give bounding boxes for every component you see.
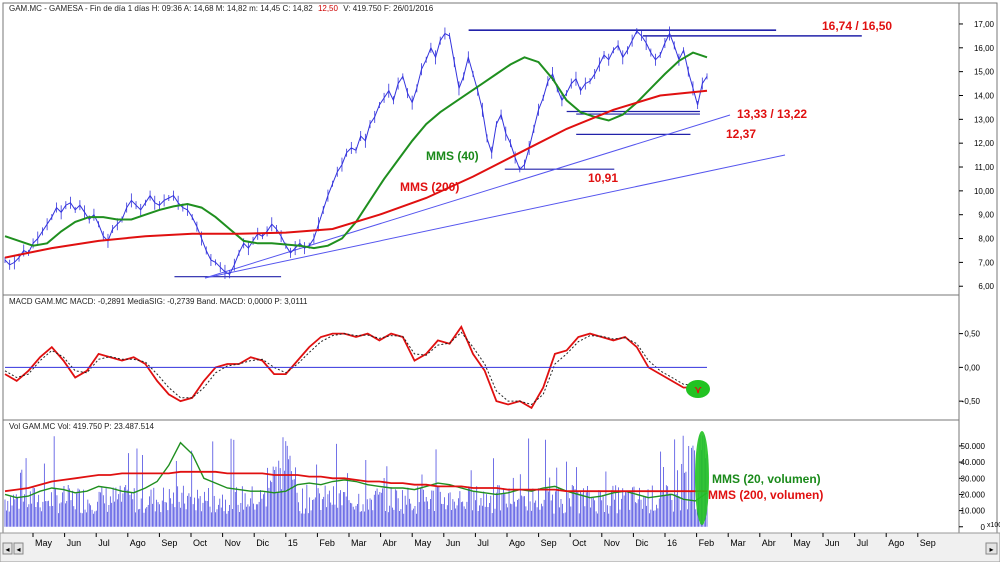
x-tick-label: Dic	[256, 538, 269, 548]
scroll-first-button[interactable]	[2, 542, 13, 555]
volume-tick-label: 40.000	[961, 458, 986, 467]
x-tick-label: Jun	[67, 538, 82, 548]
price-header-main: GAM.MC - GAMESA - Fin de día 1 días H: 0…	[9, 4, 313, 13]
price-header: GAM.MC - GAMESA - Fin de día 1 días H: 0…	[9, 4, 434, 13]
x-tick-label: 15	[288, 538, 298, 548]
volume-tick-label: 50.000	[961, 442, 986, 451]
price-tick-label: 15,00	[974, 68, 995, 77]
x-tick-label: Abr	[383, 538, 397, 548]
macd-highlight-arrow-icon: ⋎	[693, 385, 702, 396]
x-tick-label: Dic	[635, 538, 648, 548]
x-tick-label: Abr	[762, 538, 776, 548]
scroll-back-button[interactable]	[13, 542, 24, 555]
annotation-mms40: MMS (40)	[426, 149, 479, 163]
time-scroll-controls: ◂ ◂ ▸	[2, 542, 998, 555]
price-tick-label: 6,00	[978, 282, 994, 291]
price-series	[4, 26, 708, 279]
price-panel	[2, 2, 960, 296]
x-tick-label: Oct	[572, 538, 587, 548]
annotation-mms200: MMS (200)	[400, 180, 459, 194]
y-axis-strip	[958, 2, 998, 534]
volume-tick-label: 30.000	[961, 474, 986, 483]
price-tick-label: 10,00	[974, 187, 995, 196]
annotation-vol20: MMS (20, volumen)	[712, 472, 821, 486]
macd-line-1	[4, 331, 707, 406]
price-tick-label: 7,00	[978, 258, 994, 267]
annotation-support-3: 10,91	[588, 171, 618, 185]
x-tick-label: Ago	[888, 538, 904, 548]
volume-y-ticks: 50.000 40.000 30.000 20.000 10.000 0	[959, 442, 986, 532]
x-tick-label: Jun	[825, 538, 840, 548]
x-tick-label: Mar	[351, 538, 367, 548]
annotation-resistance: 16,74 / 16,50	[822, 19, 892, 33]
price-tick-label: 9,00	[978, 211, 994, 220]
volume-highlight-marker	[695, 431, 709, 525]
x-tick-label: Nov	[225, 538, 242, 548]
price-tick-label: 8,00	[978, 235, 994, 244]
x-tick-label: Oct	[193, 538, 208, 548]
x-tick-label: Sep	[161, 538, 177, 548]
x-tick-label: Jul	[477, 538, 489, 548]
price-tick-label: 17,00	[974, 20, 995, 29]
macd-highlight-marker	[686, 380, 710, 398]
x-tick-label: May	[793, 538, 811, 548]
annotation-vol200: MMS (200, volumen)	[708, 488, 823, 502]
x-tick-label: Mar	[730, 538, 746, 548]
macd-series	[4, 325, 707, 410]
x-tick-label: Feb	[319, 538, 335, 548]
x-tick-label: Ago	[509, 538, 525, 548]
x-axis-ticks: May Jun Jul Ago Sep Oct Nov Dic 15 Feb Mar Abr May Ju…	[32, 533, 936, 548]
macd-panel	[2, 294, 960, 421]
volume-header: Vol GAM.MC Vol: 419.750 P: 23.487.514	[9, 422, 155, 431]
volume-ma200-line	[4, 470, 707, 493]
x-tick-label: Jul	[857, 538, 869, 548]
price-tick-label: 11,00	[975, 163, 995, 172]
volume-series	[4, 434, 708, 527]
x-tick-label: Sep	[541, 538, 557, 548]
scroll-end-icon: ▸	[989, 545, 993, 554]
macd-header: MACD GAM.MC MACD: -0,2891 MediaSIG: -0,2…	[9, 297, 308, 306]
price-y-ticks: 17,00 16,00 15,00 14,00 13,00 12,00 11,00 10,00…	[959, 20, 995, 291]
macd-tick-label: -0,50	[962, 397, 981, 406]
annotation-support-2: 12,37	[726, 127, 756, 141]
x-tick-label: Nov	[604, 538, 621, 548]
macd-tick-label: 0,00	[964, 363, 980, 372]
x-tick-label: May	[414, 538, 432, 548]
price-header-var: 12,50	[318, 4, 339, 13]
scroll-back-icon: ◂	[16, 545, 20, 554]
x-tick-label: May	[35, 538, 53, 548]
volume-scale-label: x100	[987, 522, 1000, 529]
price-tick-label: 13,00	[974, 115, 995, 124]
macd-tick-label: 0,50	[964, 330, 980, 339]
trendline-lower	[204, 154, 786, 279]
price-tick-label: 16,00	[974, 44, 995, 53]
series-line-2	[4, 89, 708, 259]
volume-tick-label: 20.000	[961, 490, 986, 499]
macd-line-0	[4, 325, 707, 410]
x-tick-label: Feb	[699, 538, 715, 548]
x-tick-label: Jun	[446, 538, 461, 548]
volume-tick-label: 10.000	[961, 507, 986, 516]
x-tick-label: Sep	[920, 538, 936, 548]
price-header-tail: V: 419.750 F: 26/01/2016	[343, 4, 434, 13]
x-tick-label: Jul	[98, 538, 110, 548]
price-tick-label: 12,00	[974, 139, 995, 148]
support-resistance-lines	[174, 29, 862, 278]
volume-tick-label: 0	[981, 523, 986, 532]
x-tick-label: Ago	[130, 538, 146, 548]
time-axis-bar	[0, 532, 1000, 563]
scroll-end-button[interactable]	[985, 542, 998, 555]
x-tick-label: 16	[667, 538, 677, 548]
macd-y-ticks: 0,50 0,00 -0,50	[959, 330, 981, 406]
volume-ma20-line	[4, 441, 708, 502]
scroll-first-icon: ◂	[5, 545, 9, 554]
annotation-support-1: 13,33 / 13,22	[737, 107, 807, 121]
price-tick-label: 14,00	[974, 91, 995, 100]
